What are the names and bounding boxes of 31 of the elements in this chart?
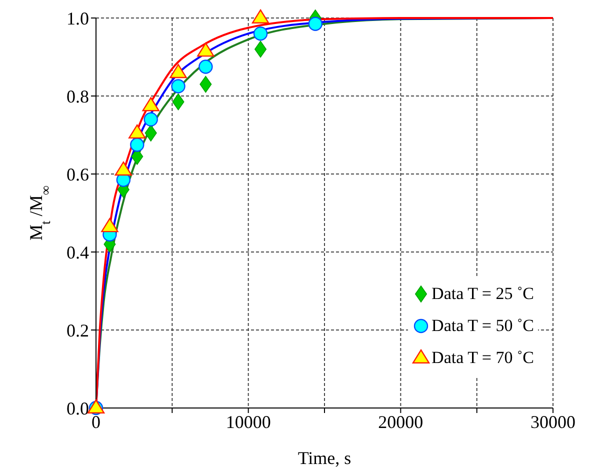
point xyxy=(308,16,322,31)
point xyxy=(198,60,213,74)
point xyxy=(114,162,132,176)
y-tick-label: 0.4 xyxy=(66,242,89,262)
y-tick-label: 0.8 xyxy=(66,86,89,106)
x-tick-label: 20000 xyxy=(378,412,424,432)
legend-label: Data T = 50 ˚C xyxy=(432,316,534,336)
x-tick-label: 30000 xyxy=(530,412,576,432)
legend-label: Data T = 25 ˚C xyxy=(432,284,534,304)
x-tick-label: 10000 xyxy=(226,412,271,432)
point xyxy=(130,138,144,152)
point xyxy=(101,218,118,232)
legend-label: Data T = 70 ˚C xyxy=(432,348,534,368)
x-axis-title: Time, s xyxy=(298,448,352,468)
x-tick-label: 0 xyxy=(92,412,100,432)
point xyxy=(128,124,146,139)
y-tick-label: 0.0 xyxy=(66,398,89,418)
point xyxy=(142,97,160,112)
y-tick-label: 0.6 xyxy=(66,164,89,184)
y-tick-label: 0.2 xyxy=(66,320,89,340)
y-tick-label: 1.0 xyxy=(66,8,89,28)
point xyxy=(200,76,212,93)
point xyxy=(144,124,157,142)
point xyxy=(254,40,267,58)
point xyxy=(172,93,184,110)
point xyxy=(170,64,187,78)
point xyxy=(252,9,270,24)
point xyxy=(197,42,214,57)
point xyxy=(253,26,268,41)
point xyxy=(144,112,158,126)
point xyxy=(171,79,186,94)
